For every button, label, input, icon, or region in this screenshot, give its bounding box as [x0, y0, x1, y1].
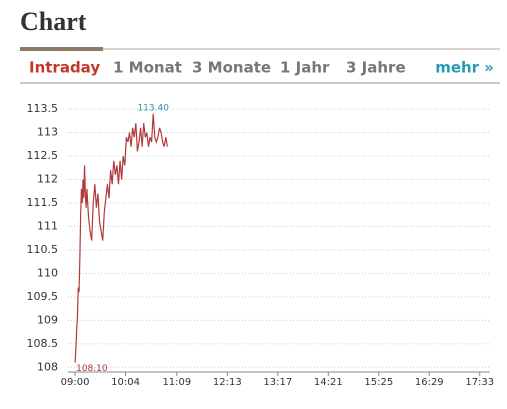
y-tick-label: 110 [37, 266, 58, 279]
y-tick-label: 109 [37, 313, 58, 326]
page-title: Chart [20, 7, 87, 36]
x-tick-label: 16:29 [415, 377, 444, 388]
y-tick-label: 109.5 [27, 290, 59, 303]
y-tick-label: 111 [37, 219, 58, 232]
annotation: 108.10 [76, 364, 108, 374]
x-tick-label: 15:25 [364, 377, 393, 388]
x-tick-label: 12:13 [213, 377, 242, 388]
y-tick-label: 110.5 [27, 243, 59, 256]
y-tick-label: 112.5 [27, 149, 59, 162]
tab[interactable]: Intraday [29, 59, 100, 77]
x-tick-label: 11:09 [162, 377, 191, 388]
annotation: 113.40 [137, 103, 169, 113]
more-link[interactable]: mehr » [435, 59, 494, 77]
x-tick-label: 17:33 [465, 377, 494, 388]
x-tick-label: 10:04 [111, 377, 140, 388]
tab[interactable]: 1 Monat [113, 59, 182, 77]
y-tick-label: 108.5 [27, 337, 59, 350]
x-tick-label: 14:21 [314, 377, 343, 388]
y-tick-label: 113 [37, 126, 58, 139]
x-tick-label: 09:00 [61, 377, 90, 388]
y-tick-label: 113.5 [27, 102, 59, 115]
tab[interactable]: 1 Jahr [280, 59, 330, 77]
x-tick-label: 13:17 [263, 377, 292, 388]
price-line [74, 113, 168, 363]
y-tick-label: 111.5 [27, 196, 59, 209]
y-tick-label: 112 [37, 173, 58, 186]
y-tick-label: 108 [37, 360, 58, 373]
tab[interactable]: 3 Monate [192, 59, 271, 77]
tabs: Intraday 1 Monat 3 Monate 1 Jahr 3 Jahre [29, 59, 406, 77]
tab[interactable]: 3 Jahre [346, 59, 406, 77]
